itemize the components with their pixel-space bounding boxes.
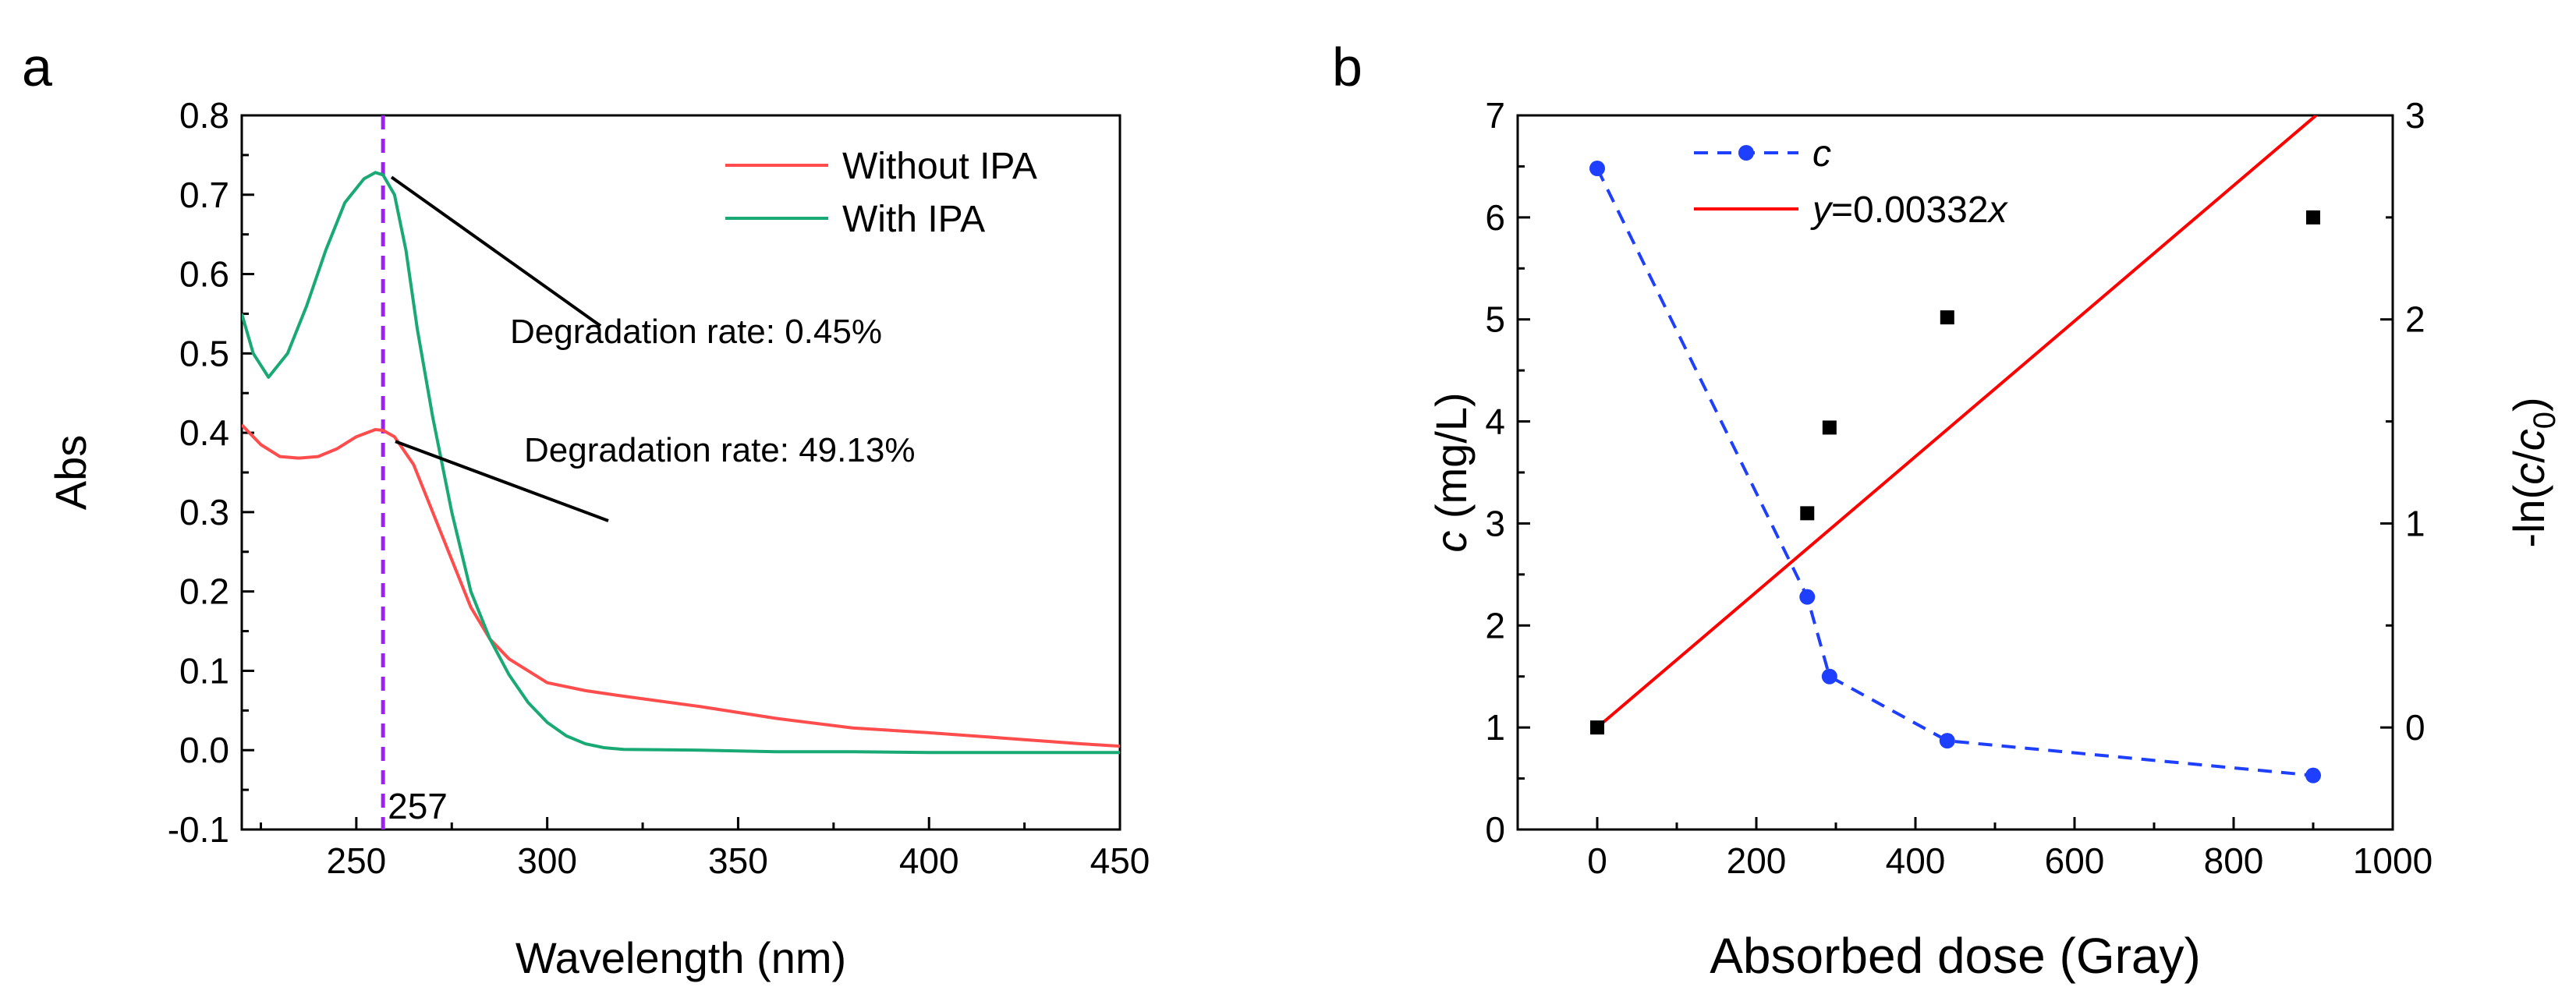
y-tick-label: 0.0	[179, 730, 229, 770]
y-axis-title-unit: (mg/L)	[1426, 392, 1476, 530]
legend-label: With IPA	[842, 199, 985, 240]
x-tick-label: 200	[1727, 840, 1787, 881]
vertical-marker-label: 257	[388, 786, 448, 826]
y2-tick-label: 1	[2405, 503, 2425, 543]
y-tick-label: 6	[1485, 197, 1505, 238]
annotation-text: Degradation rate: 0.45%	[510, 313, 882, 351]
legend-fit-x: x	[1987, 189, 2009, 231]
y-tick-label: 0.2	[179, 571, 229, 612]
ln-ratio-data-point	[1940, 310, 1954, 325]
y-tick-label: 0.3	[179, 492, 229, 532]
y-tick-label: 3	[1485, 503, 1505, 543]
y-axis-title: Abs	[46, 435, 95, 511]
y-tick-label: 0	[1485, 809, 1505, 850]
x-tick-label: 400	[1886, 840, 1946, 881]
legend-label: Without IPA	[842, 146, 1037, 187]
y-axis-title-var: c	[1426, 531, 1476, 553]
panel-label-a: a	[22, 37, 52, 97]
ln-ratio-data-point	[1800, 506, 1815, 521]
x-tick-label: 0	[1587, 840, 1607, 881]
y-tick-label: 0.6	[179, 254, 229, 295]
x-axis-title: Wavelength (nm)	[516, 933, 846, 982]
annotation-leader-line	[395, 440, 609, 522]
panel-a-plot-frame	[240, 114, 1121, 831]
y2-tick-label: 3	[2405, 95, 2425, 136]
y-tick-label: 0.1	[179, 650, 229, 691]
legend-fit-var: y	[1810, 189, 1834, 231]
legend-label-c: c	[1812, 133, 1831, 175]
c-data-point	[1799, 589, 1816, 605]
x-tick-label: 800	[2204, 840, 2264, 881]
x-axis-title: Absorbed dose (Gray)	[1710, 928, 2201, 984]
c-data-point	[1939, 733, 1955, 749]
x-tick-label: 450	[1090, 840, 1150, 881]
fit-line	[1596, 115, 2318, 729]
ln-ratio-data-point	[1590, 720, 1604, 735]
y2-tick-label: 2	[2405, 299, 2425, 340]
series-line-without-ipa	[242, 423, 1120, 748]
y-tick-label: 2	[1485, 605, 1505, 646]
secondary-y-axis-title: -ln(c/c0)	[2504, 397, 2562, 547]
x-tick-label: 600	[2045, 840, 2105, 881]
legend-marker-c	[1738, 145, 1754, 161]
y-axis-title: c (mg/L)	[1426, 392, 1476, 552]
y-tick-label: 0.5	[179, 333, 229, 373]
ln-ratio-data-point	[1822, 420, 1837, 435]
c-data-point	[1589, 161, 1605, 177]
legend-fit-eq: =0.00332	[1831, 189, 1989, 231]
series-line-with-ipa	[242, 171, 1120, 755]
ln-ratio-data-point	[2306, 210, 2320, 225]
c-data-point	[2305, 767, 2321, 784]
y-tick-label: 1	[1485, 707, 1505, 748]
x-tick-label: 300	[517, 840, 577, 881]
x-tick-label: 350	[708, 840, 768, 881]
c-data-point	[1821, 668, 1837, 684]
y-tick-label: -0.1	[168, 809, 229, 850]
y-tick-label: 7	[1485, 95, 1505, 136]
series-line-c	[1596, 168, 2314, 777]
x-tick-label: 400	[899, 840, 959, 881]
y-tick-label: 4	[1485, 401, 1505, 442]
legend-label-fit: y=0.00332x	[1810, 189, 2009, 231]
x-tick-label: 1000	[2353, 840, 2432, 881]
panel-a-chart: 250 300 350 400 450 -0.1 0.0 0.1 0.2 0.3 0.4 0.5 0.…	[46, 95, 1150, 982]
y-tick-label: 0.8	[179, 95, 229, 136]
y-tick-label: 0.7	[179, 175, 229, 215]
y2-tick-label: 0	[2405, 707, 2425, 748]
y-tick-label: 0.4	[179, 412, 229, 453]
y-tick-label: 5	[1485, 299, 1505, 340]
annotation-leader-line	[390, 175, 602, 327]
panel-label-b: b	[1332, 37, 1362, 97]
x-tick-label: 250	[326, 840, 386, 881]
annotation-text: Degradation rate: 49.13%	[524, 431, 915, 469]
